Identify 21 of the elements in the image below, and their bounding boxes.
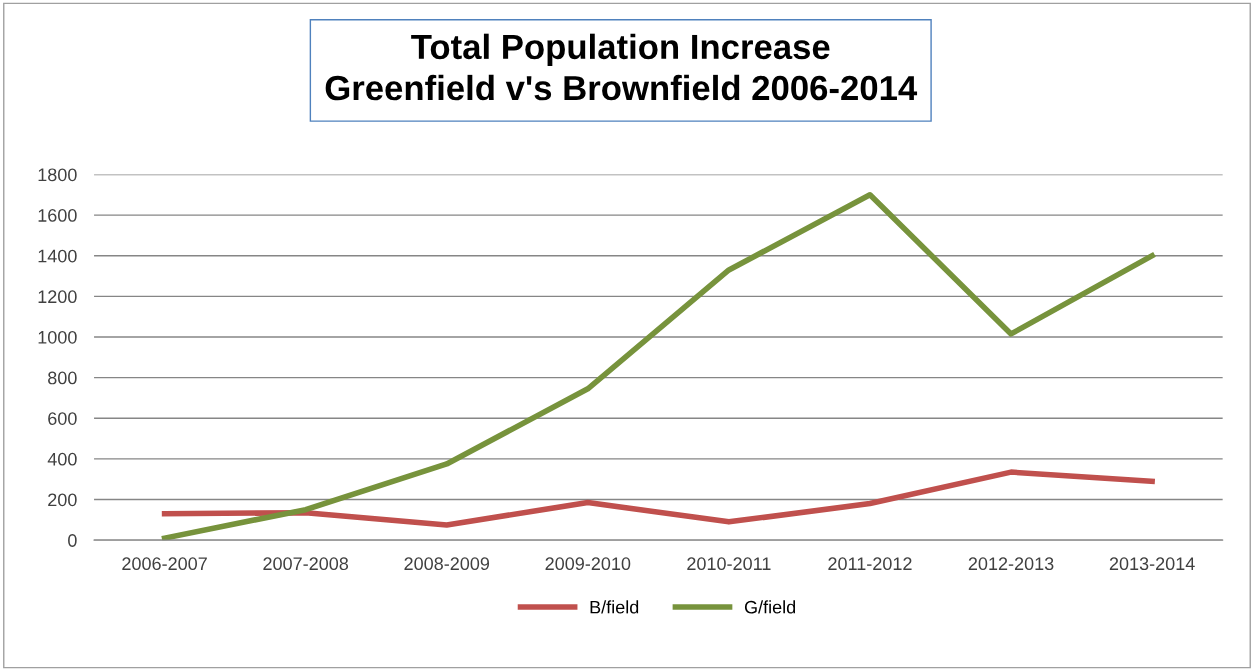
y-tick-label: 0 [68, 534, 77, 547]
x-tick-label: 2012-2013 [968, 557, 1054, 571]
y-tick-label: 1200 [38, 290, 77, 304]
legend-label: B/field [590, 600, 639, 614]
y-tick-label: 600 [48, 412, 77, 425]
x-tick-label: 2008-2009 [404, 557, 490, 571]
y-tick-label: 400 [47, 452, 77, 466]
legend-label: G/field [744, 600, 796, 614]
y-tick-label: 1400 [38, 249, 77, 263]
y-tick-label: 1800 [38, 168, 77, 182]
y-tick-label: 800 [48, 371, 77, 385]
y-tick-label: 200 [48, 493, 77, 507]
x-tick-label: 2011-2012 [828, 557, 912, 571]
x-tick-label: 2013-2014 [1109, 557, 1195, 571]
x-tick-label: 2009-2010 [545, 557, 631, 571]
x-tick-label: 2006-2007 [122, 557, 207, 571]
x-tick-label: 2010-2011 [687, 557, 771, 571]
y-tick-label: 1600 [38, 209, 77, 222]
y-tick-label: 1000 [38, 330, 77, 344]
chart-title: Total Population Increase Greenfield v's Brownfield 2006-2014 [325, 33, 918, 101]
x-tick-label: 2007-2008 [263, 557, 349, 571]
